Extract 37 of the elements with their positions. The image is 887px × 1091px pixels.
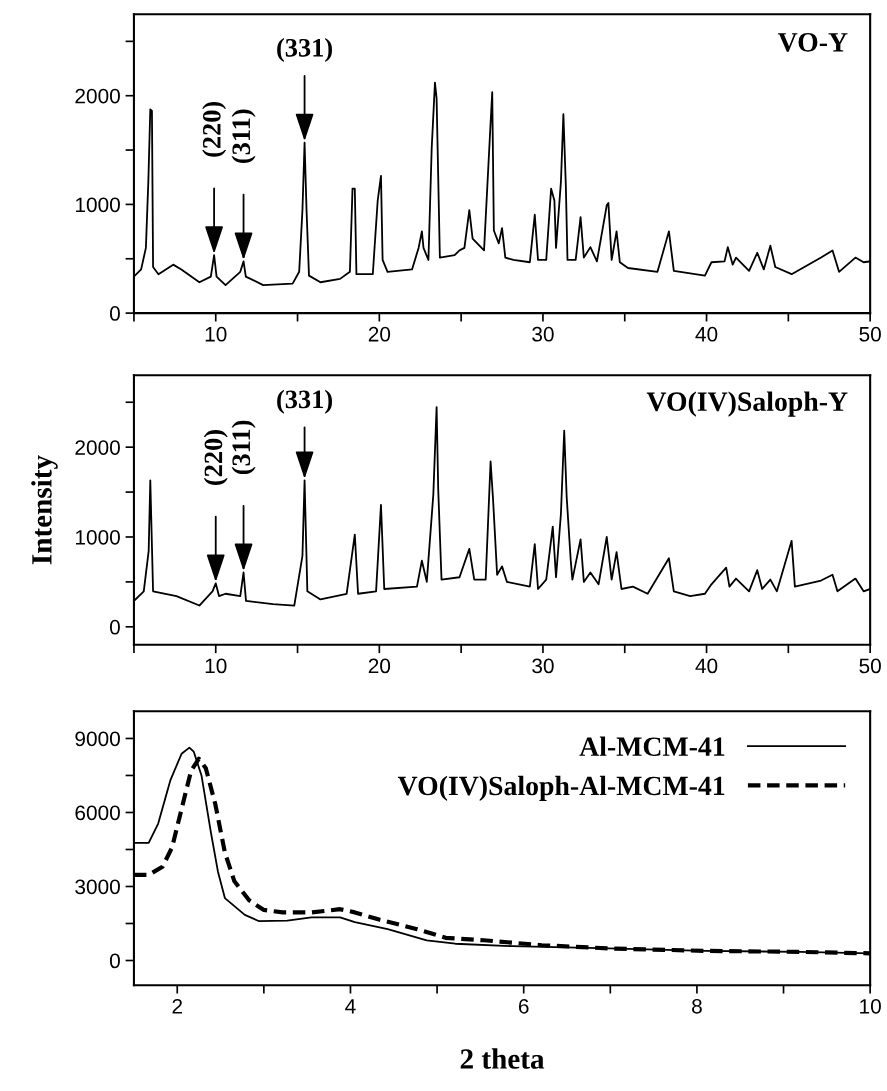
y-tick-label: 9000 [75, 731, 120, 747]
x-tick-label: 50 [859, 658, 881, 674]
x-tick-label: 30 [532, 658, 554, 674]
y-tick-label: 1000 [75, 529, 120, 545]
legend-label: VO(IV)Saloph-Al-MCM-41 [397, 775, 725, 801]
annotation: (331) [277, 389, 332, 414]
x-tick-label: 20 [368, 326, 391, 342]
x-tick-label: 8 [692, 998, 702, 1014]
x-tick-label: 4 [345, 999, 356, 1014]
annotation: (220) [203, 430, 228, 485]
x-axis-title: 2 theta [460, 1048, 545, 1069]
x-tick-label: 6 [518, 998, 529, 1014]
text: VO-Y [777, 33, 848, 52]
x-tick-label: 20 [368, 658, 391, 674]
x-tick-label: 40 [695, 658, 718, 674]
annotation: (220) [202, 101, 227, 157]
x-tick-label: 10 [205, 658, 227, 674]
x-tick-label: 10 [860, 998, 881, 1014]
x-tick-label: 30 [532, 326, 554, 342]
y-axis-title: Intensity [31, 455, 58, 565]
y-tick-label: 6000 [75, 805, 120, 821]
annotation: (311) [231, 420, 256, 475]
annotation: (331) [277, 38, 332, 63]
x-tick-label: 2 [172, 998, 182, 1014]
x-tick-label: 10 [205, 326, 227, 342]
annotation: (311) [231, 109, 256, 163]
y-tick-label: 0 [109, 619, 120, 635]
x-tick-label: 50 [859, 326, 881, 342]
y-tick-label: 3000 [75, 879, 120, 895]
legend-label: Al-MCM-41 [579, 736, 725, 757]
y-tick-label: 0 [109, 953, 120, 969]
y-tick-label: 0 [109, 306, 120, 321]
y-tick-label: 1000 [75, 197, 120, 213]
x-tick-label: 40 [695, 326, 718, 342]
text: VO(IV)Saloph-Y [646, 391, 848, 417]
y-tick-label: 2000 [75, 440, 120, 455]
y-tick-label: 2000 [75, 88, 120, 104]
